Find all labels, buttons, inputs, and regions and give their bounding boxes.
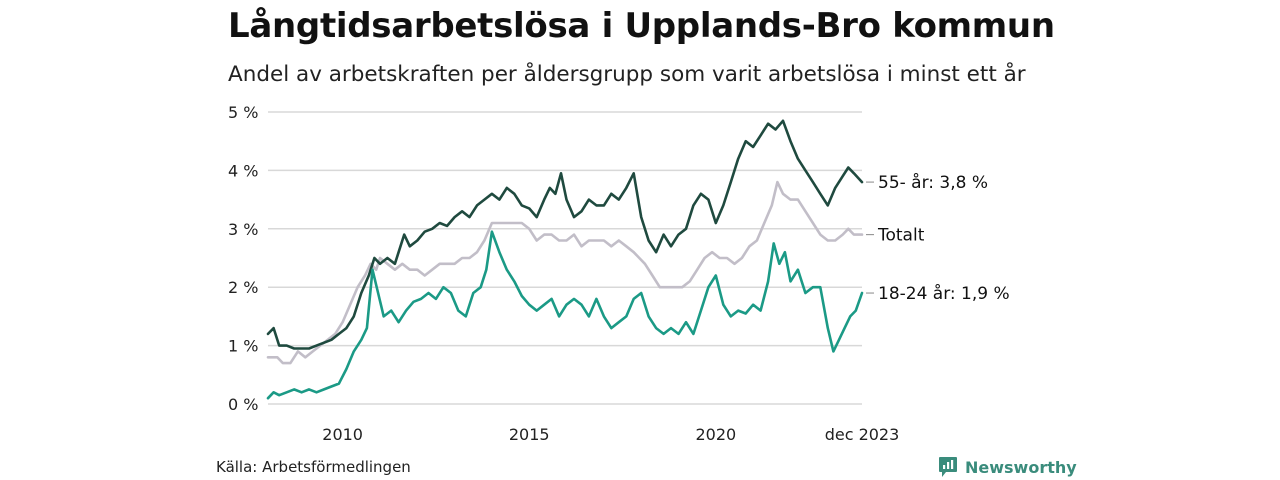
y-axis-tick-labels: 0 % 1 % 2 % 3 % 4 % 5 % (228, 103, 258, 414)
brand-name: Newsworthy (965, 457, 1077, 477)
series-end-label: Totalt (877, 226, 925, 246)
x-axis-tick-labels: 2010 2015 2020 dec 2023 (322, 425, 899, 444)
chart-title: Långtidsarbetslösa i Upplands-Bro kommun (228, 6, 1055, 46)
series-end-label: 18-24 år: 1,9 % (878, 283, 1010, 304)
brand-logo[interactable]: Newsworthy (938, 456, 1077, 478)
series-end-label: 55- år: 3,8 % (878, 172, 988, 193)
series-lines (266, 119, 864, 400)
chart-subtitle: Andel av arbetskraften per åldersgrupp s… (228, 62, 1026, 87)
source-note: Källa: Arbetsförmedlingen (216, 458, 411, 476)
grid-lines (268, 111, 862, 405)
x-tick-label: dec 2023 (825, 425, 900, 444)
y-tick-label: 0 % (228, 395, 258, 414)
y-tick-label: 3 % (228, 220, 258, 239)
y-tick-label: 4 % (228, 161, 258, 180)
series-end-labels: Totalt 55- år: 3,8 % 18-24 år: 1,9 % (866, 172, 1010, 304)
series-line (266, 180, 864, 365)
bar-chart-badge-icon (939, 457, 957, 477)
y-tick-label: 2 % (228, 278, 258, 297)
x-tick-label: 2015 (509, 425, 550, 444)
y-tick-label: 5 % (228, 103, 258, 122)
x-tick-label: 2010 (322, 425, 363, 444)
series-line (266, 230, 864, 400)
series-line (266, 119, 864, 350)
x-tick-label: 2020 (695, 425, 736, 444)
y-tick-label: 1 % (228, 337, 258, 356)
